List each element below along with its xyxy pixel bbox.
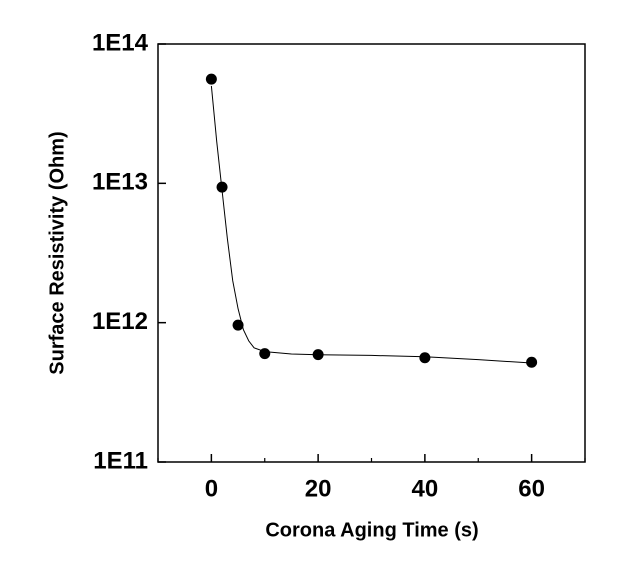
y-tick-label: 1E13 bbox=[92, 169, 148, 196]
y-tick-label: 1E12 bbox=[92, 308, 148, 335]
plot-frame bbox=[157, 43, 586, 463]
data-point bbox=[205, 73, 217, 85]
data-point bbox=[232, 319, 244, 331]
x-tick-label: 0 bbox=[205, 475, 218, 502]
data-point bbox=[419, 352, 431, 364]
x-tick-label: 60 bbox=[518, 475, 545, 502]
data-point bbox=[312, 349, 324, 361]
y-tick-label: 1E11 bbox=[93, 447, 148, 474]
x-axis-label: Corona Aging Time (s) bbox=[265, 519, 478, 541]
fit-line bbox=[210, 85, 532, 364]
data-point bbox=[216, 181, 228, 193]
data-point bbox=[526, 356, 538, 368]
y-axis-label: Surface Resistivity (Ohm) bbox=[46, 131, 68, 374]
x-tick-label: 20 bbox=[305, 475, 332, 502]
x-tick-label: 40 bbox=[412, 475, 439, 502]
y-tick-label: 1E14 bbox=[92, 29, 149, 56]
data-point bbox=[259, 348, 271, 360]
